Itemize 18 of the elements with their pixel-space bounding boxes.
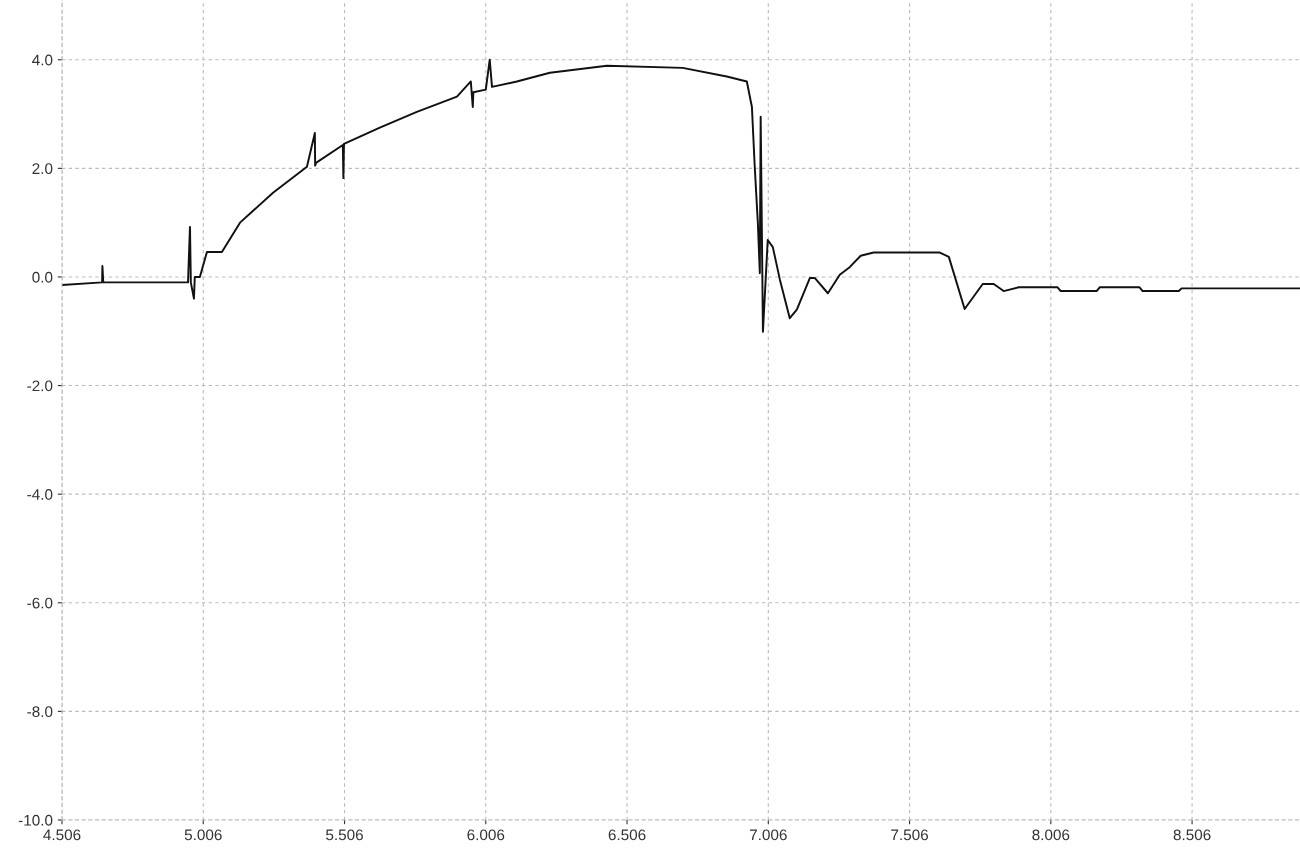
x-tick-label: 5.006 (184, 829, 222, 841)
x-tick-label: 8.506 (1173, 829, 1211, 841)
y-tick-label: -10.0 (18, 814, 53, 826)
x-tick-label: 6.506 (608, 829, 646, 841)
y-tick-label: 0.0 (32, 271, 53, 283)
y-tick-label: 4.0 (32, 54, 53, 66)
line-series (62, 58, 1300, 333)
y-tick-label: -2.0 (27, 380, 53, 392)
x-tick-label: 7.506 (891, 829, 928, 841)
y-tick-label: -6.0 (27, 597, 53, 609)
y-tick-label: 2.0 (32, 163, 53, 175)
x-tick-label: 4.506 (43, 829, 81, 841)
y-tick-label: -8.0 (27, 706, 53, 718)
x-tick-label: 5.506 (326, 829, 363, 841)
x-tick-label: 7.006 (749, 829, 787, 841)
x-tick-label: 6.006 (467, 829, 505, 841)
x-tick-label: 8.006 (1032, 829, 1070, 841)
y-tick-label: -4.0 (27, 489, 53, 500)
